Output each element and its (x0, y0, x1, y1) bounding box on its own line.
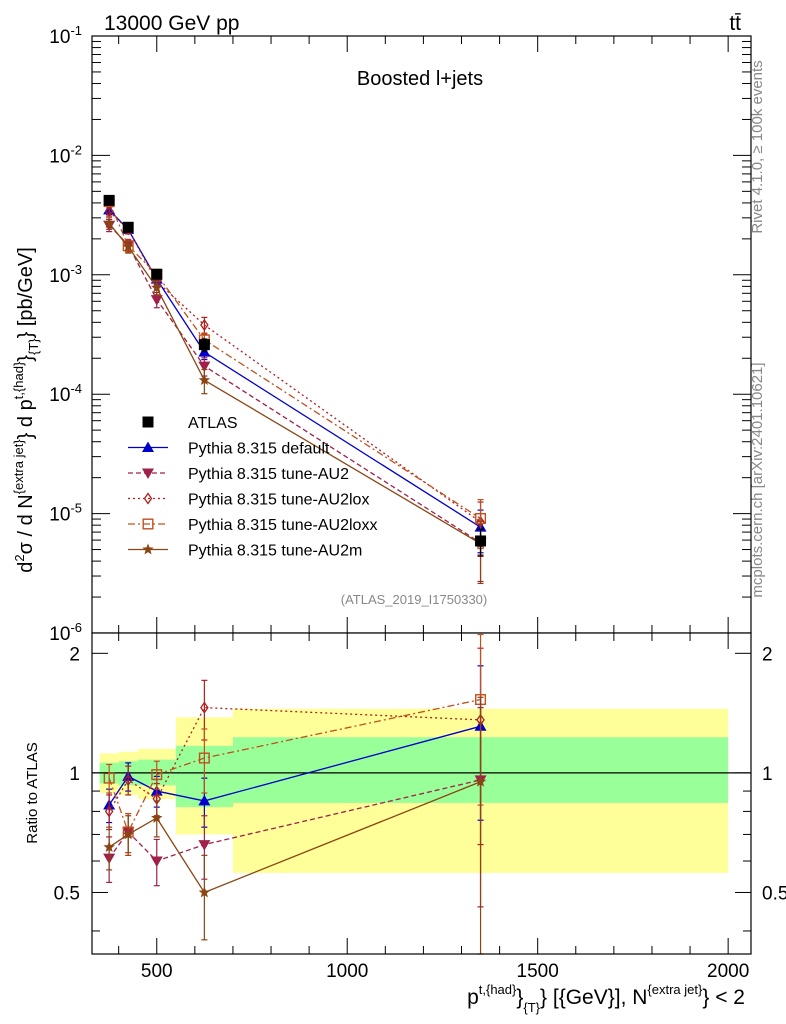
y-tick-label: 10-6 (49, 620, 82, 645)
legend-label: Pythia 8.315 tune-AU2 (188, 466, 349, 483)
data-point (475, 535, 486, 546)
legend-label: Pythia 8.315 tune-AU2lox (188, 492, 369, 509)
data-point (104, 195, 115, 206)
legend-label: Pythia 8.315 tune-AU2loxx (188, 517, 377, 534)
chart-figure: 13000 GeV pp tt̄ Rivet 4.1.0, ≥ 100k eve… (0, 0, 786, 1024)
main-y-axis-label: d2σ / d N{extra jet}} d pt,{had}}{T}} [p… (11, 247, 41, 573)
legend-label: ATLAS (188, 415, 238, 432)
header-energy: 13000 GeV pp (104, 12, 239, 35)
chart-title: Boosted l+jets (357, 68, 483, 90)
ratio-y-axis-label: Ratio to ATLAS (24, 742, 41, 843)
y-tick-label: 10-3 (49, 262, 82, 287)
legend-label: Pythia 8.315 tune-AU2m (188, 543, 362, 560)
y-tick-label: 10-2 (49, 142, 82, 167)
x-tick-label: 1000 (326, 961, 368, 982)
y-tick-label: 10-4 (49, 381, 82, 406)
header-process: tt̄ (729, 12, 741, 35)
data-point (199, 339, 210, 350)
x-axis-label: pt,{had}}{T}} [{GeV}], N{extra jet}} < 2 (467, 982, 745, 1015)
data-point (123, 222, 134, 233)
ratio-panel: 0.5 0.5 1 1 2 2 500 1000 1500 2000 (54, 633, 786, 982)
legend-label: Pythia 8.315 default (188, 441, 330, 458)
legend-marker (143, 417, 154, 428)
ratio-y-tick-label: 1 (69, 764, 80, 785)
analysis-id: (ATLAS_2019_I1750330) (341, 592, 487, 607)
x-tick-label: 2000 (707, 961, 749, 982)
ratio-y-tick-label: 2 (69, 644, 80, 665)
ratio-y-tick-label-right: 1 (762, 764, 773, 785)
ratio-y-tick-label-right: 2 (762, 644, 773, 665)
y-tick-label: 10-5 (49, 501, 82, 526)
ratio-y-tick-label: 0.5 (54, 883, 80, 904)
x-tick-label: 1500 (517, 961, 559, 982)
ratio-y-tick-label-right: 0.5 (762, 883, 786, 904)
x-tick-label: 500 (141, 961, 173, 982)
y-tick-label: 10-1 (49, 23, 82, 48)
main-panel: 10-610-510-410-310-210-1 Boosted l+jets … (49, 23, 751, 645)
data-point (151, 269, 162, 280)
